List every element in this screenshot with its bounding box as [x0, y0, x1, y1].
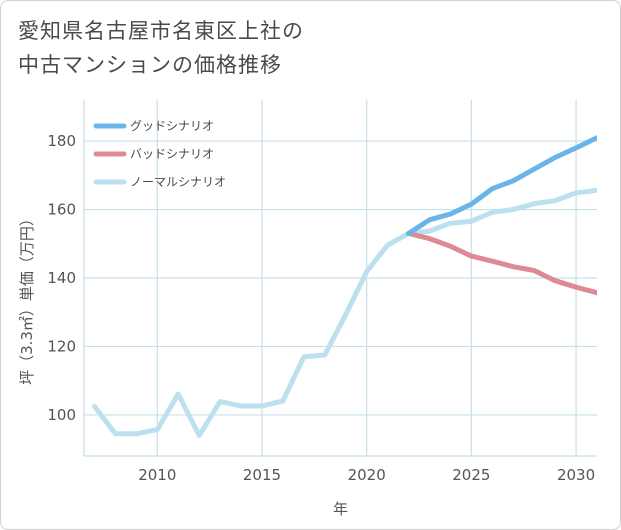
- chart-title-line-2: 中古マンションの価格推移: [18, 53, 282, 77]
- axes: 2010 2015 2020 2025 2030 100 120 140 160 180: [47, 100, 597, 484]
- bad-scenario-line: [406, 231, 597, 296]
- x-tick-label: 2010: [138, 466, 176, 484]
- grid-lines: [84, 100, 597, 456]
- y-tick-label: 100: [47, 406, 76, 424]
- chart-title: 愛知県名古屋市名東区上社の 中古マンションの価格推移: [18, 14, 608, 82]
- x-axis-label: 年: [333, 500, 348, 518]
- legend-label: バッドシナリオ: [130, 147, 214, 161]
- chart-title-line-1: 愛知県名古屋市名東区上社の: [18, 19, 304, 43]
- x-tick-label: 2025: [452, 466, 490, 484]
- x-tick-label: 2020: [348, 466, 386, 484]
- x-tick-label: 2030: [557, 466, 595, 484]
- y-tick-label: 120: [47, 337, 76, 355]
- normal-scenario-line: [92, 187, 597, 438]
- legend-label: グッドシナリオ: [130, 119, 214, 133]
- legend-label: ノーマルシナリオ: [130, 175, 226, 189]
- y-axis-label: 坪（3.3㎡）単価（万円）: [18, 211, 36, 385]
- good-scenario-line: [406, 135, 597, 236]
- series-lines: [92, 135, 597, 438]
- y-tick-label: 160: [47, 201, 76, 219]
- y-tick-label: 140: [47, 269, 76, 287]
- x-tick-label: 2015: [243, 466, 281, 484]
- y-tick-label: 180: [47, 132, 76, 150]
